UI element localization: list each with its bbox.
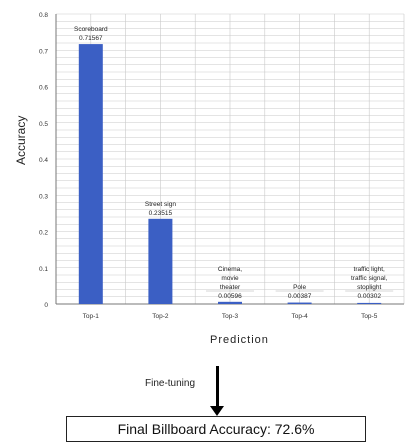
final-accuracy-text: Final Billboard Accuracy: 72.6%: [117, 421, 315, 437]
y-tick-label: 0.5: [39, 121, 48, 128]
data-label: traffic signal,: [351, 275, 388, 282]
data-label: Cinema,: [218, 266, 242, 273]
y-tick-label: 0.7: [39, 48, 48, 55]
data-label: Street sign: [145, 201, 176, 208]
fine-tuning-label: Fine-tuning: [145, 378, 196, 389]
x-tick-label: Top-4: [291, 313, 308, 320]
bar: [78, 44, 103, 305]
x-axis-label: Prediction: [210, 334, 269, 346]
x-tick-label: Top-1: [83, 313, 100, 320]
arrow-head-icon: [210, 406, 224, 416]
y-tick-label: 0: [44, 302, 48, 309]
y-tick-label: 0.4: [39, 157, 48, 164]
data-label: movie: [221, 275, 239, 282]
data-label: stoplight: [357, 284, 381, 291]
final-accuracy-box: Final Billboard Accuracy: 72.6%: [66, 416, 366, 442]
x-tick-label: Top-3: [222, 313, 239, 320]
bar: [148, 218, 173, 304]
data-label: theater: [220, 284, 241, 291]
x-tick-label: Top-5: [361, 313, 378, 320]
data-label: 0.23515: [149, 210, 173, 217]
data-label: 0.71567: [79, 35, 103, 42]
data-label: 0.00302: [357, 293, 381, 300]
y-tick-label: 0.2: [39, 230, 48, 237]
data-label: traffic light,: [354, 266, 386, 273]
y-axis-label: Accuracy: [14, 115, 28, 165]
accuracy-bar-chart: 0 0.1 0.2 0.3 0.4 0.5 0.6 0.7 0.8 Top-1 Scoreboard…: [39, 12, 405, 320]
down-arrow-icon: [216, 366, 219, 406]
x-tick-label: Top-2: [152, 313, 169, 320]
y-tick-label: 0.1: [39, 266, 48, 273]
data-label: Scoreboard: [74, 26, 108, 33]
data-label: Pole: [293, 284, 306, 291]
data-label: 0.00387: [288, 293, 312, 300]
data-label: 0.00596: [218, 293, 242, 300]
bar: [218, 301, 242, 304]
y-tick-label: 0.6: [39, 85, 48, 92]
y-tick-label: 0.8: [39, 12, 48, 19]
bar: [357, 302, 382, 304]
y-tick-label: 0.3: [39, 193, 48, 200]
bar: [287, 302, 312, 304]
